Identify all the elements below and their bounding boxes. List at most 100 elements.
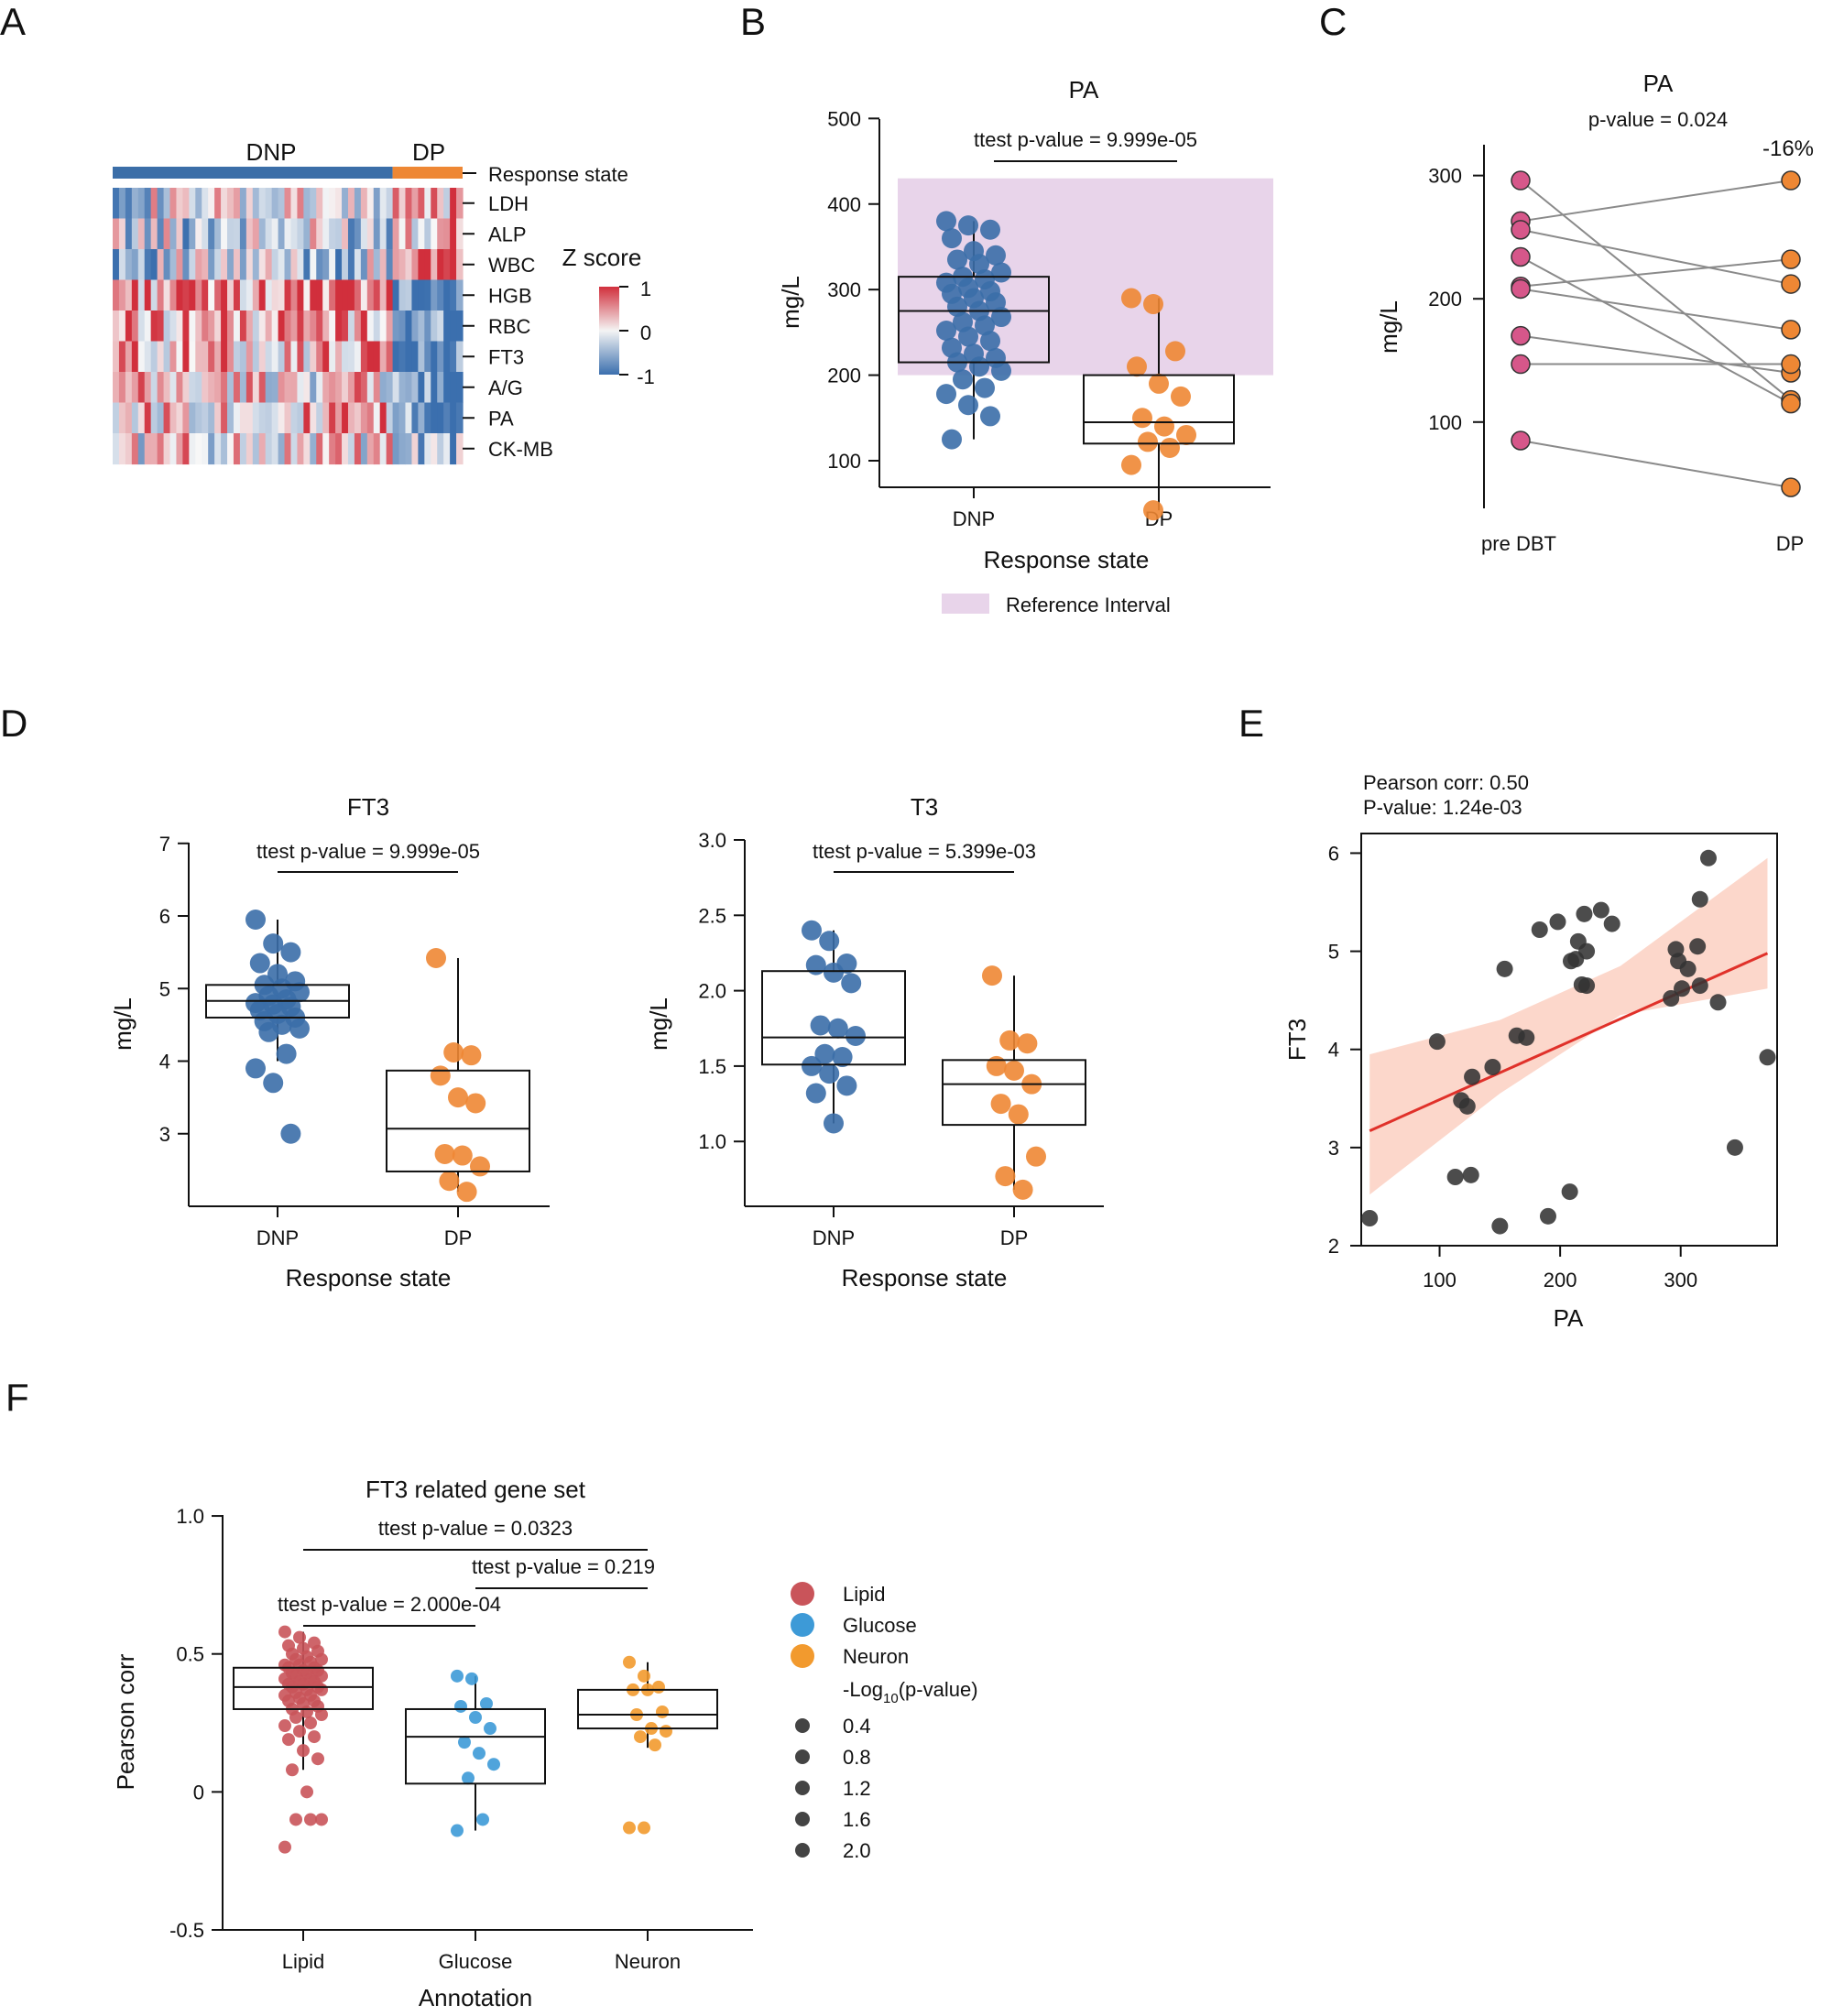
panel-d-ft3-point-dp xyxy=(452,1145,473,1166)
heatmap-cell xyxy=(310,218,317,250)
heatmap-cell xyxy=(227,311,235,343)
heatmap-cell xyxy=(418,188,425,220)
heatmap-cell xyxy=(137,279,146,311)
panel-f-point-lipid xyxy=(278,1840,291,1854)
panel-label-c: C xyxy=(1319,0,1347,43)
heatmap-cell xyxy=(354,218,362,250)
heatmap-cell xyxy=(373,402,381,434)
heatmap-cell xyxy=(342,341,349,373)
heatmap-cell xyxy=(176,311,183,343)
panel-d-ft3-point-dp xyxy=(430,1065,451,1086)
heatmap-cell xyxy=(157,188,165,220)
heatmap-cell xyxy=(163,218,171,250)
heatmap-cell xyxy=(271,433,279,465)
heatmap-cell xyxy=(347,188,355,220)
heatmap-cell xyxy=(131,188,139,220)
heatmap-cell xyxy=(424,249,431,281)
panel-e-point xyxy=(1531,921,1548,938)
heatmap-cell xyxy=(431,341,438,373)
heatmap-cell xyxy=(437,402,444,434)
panel-c-title: PA xyxy=(1643,70,1674,97)
heatmap-cell xyxy=(386,372,394,404)
panel-f-point-glucose xyxy=(473,1747,486,1760)
heatmap-cell xyxy=(342,372,349,404)
panel-d-t3-ytick-label: 1.5 xyxy=(698,1055,726,1078)
heatmap-cell xyxy=(169,188,178,220)
heatmap-cell xyxy=(297,402,304,434)
heatmap-cell xyxy=(233,372,241,404)
panel-c-xtick-label: DP xyxy=(1776,532,1805,555)
heatmap-cell xyxy=(424,311,431,343)
heatmap-cell xyxy=(297,249,304,281)
heatmap-cell xyxy=(450,341,457,373)
panel-d-ft3-point-dp xyxy=(448,1087,468,1108)
heatmap-cell xyxy=(418,341,425,373)
heatmap-cell xyxy=(195,279,202,311)
heatmap-cell xyxy=(137,188,146,220)
panel-f-point-lipid xyxy=(282,1733,295,1747)
heatmap-cell xyxy=(118,279,126,311)
panel-c-xtick-label: pre DBT xyxy=(1481,532,1556,555)
panel-f-size-legend-title: -Log10(p-value) xyxy=(843,1678,978,1706)
heatmap-cell xyxy=(335,218,343,250)
heatmap-cell xyxy=(131,372,139,404)
heatmap-cell xyxy=(208,433,215,465)
panel-f-point-neuron xyxy=(656,1705,669,1718)
panel-e-point xyxy=(1691,977,1708,995)
panel-b-title: PA xyxy=(1069,76,1099,104)
panel-e-point xyxy=(1709,994,1727,1011)
heatmap-cell xyxy=(195,249,202,281)
zscore-tick-label: 1 xyxy=(640,278,651,300)
heatmap-cell xyxy=(322,218,330,250)
heatmap-cell xyxy=(379,402,387,434)
heatmap-cell xyxy=(329,372,336,404)
heatmap-cell xyxy=(373,249,381,281)
heatmap-cell xyxy=(202,402,209,434)
heatmap-cell xyxy=(347,341,355,373)
heatmap-cell xyxy=(169,402,178,434)
heatmap-cell xyxy=(405,402,413,434)
heatmap-row-label: WBC xyxy=(488,254,535,277)
panel-b-point-dnp xyxy=(980,219,1000,240)
panel-c-point-pre xyxy=(1511,246,1531,267)
panel-f-point-lipid xyxy=(278,1625,291,1639)
heatmap-cell xyxy=(195,341,202,373)
heatmap-cell xyxy=(233,433,241,465)
heatmap-cell xyxy=(443,341,451,373)
panel-d-t3-title: T3 xyxy=(911,793,938,821)
heatmap-cell xyxy=(290,188,299,220)
panel-f-legend-swatch-neuron xyxy=(791,1644,814,1668)
panel-d-ft3-xlabel: Response state xyxy=(286,1264,452,1291)
heatmap-cell xyxy=(113,372,120,404)
heatmap-cell xyxy=(214,218,222,250)
heatmap-row-label: HGB xyxy=(488,284,532,307)
panel-d-t3-point-dnp xyxy=(802,920,822,941)
heatmap-cell xyxy=(303,279,311,311)
panel-d-t3-ylabel: mg/L xyxy=(645,997,672,1051)
heatmap-cell xyxy=(424,341,431,373)
panel-e-point xyxy=(1592,901,1609,919)
heatmap-cell xyxy=(443,188,451,220)
heatmap-cell xyxy=(113,279,120,311)
panel-d-t3-point-dnp xyxy=(846,1025,866,1046)
heatmap-cell xyxy=(163,311,171,343)
heatmap-cell xyxy=(405,433,413,465)
heatmap-cell xyxy=(310,341,317,373)
heatmap-cell xyxy=(157,279,165,311)
heatmap-cell xyxy=(113,402,120,434)
heatmap-cell xyxy=(125,372,133,404)
heatmap-cell xyxy=(208,372,215,404)
heatmap-cell xyxy=(360,188,368,220)
panel-e-point xyxy=(1674,980,1691,997)
heatmap-cell xyxy=(245,372,254,404)
heatmap-cell xyxy=(450,249,457,281)
heatmap-cell xyxy=(144,372,152,404)
panel-d-t3-point-dnp xyxy=(805,954,826,975)
heatmap-cell xyxy=(265,218,273,250)
panel-e-point xyxy=(1726,1139,1743,1156)
zscore-colorbar xyxy=(599,287,619,375)
heatmap-cell xyxy=(258,402,267,434)
panel-b-point-dnp xyxy=(969,254,989,275)
heatmap-cell xyxy=(233,311,241,343)
heatmap-cell xyxy=(310,402,317,434)
